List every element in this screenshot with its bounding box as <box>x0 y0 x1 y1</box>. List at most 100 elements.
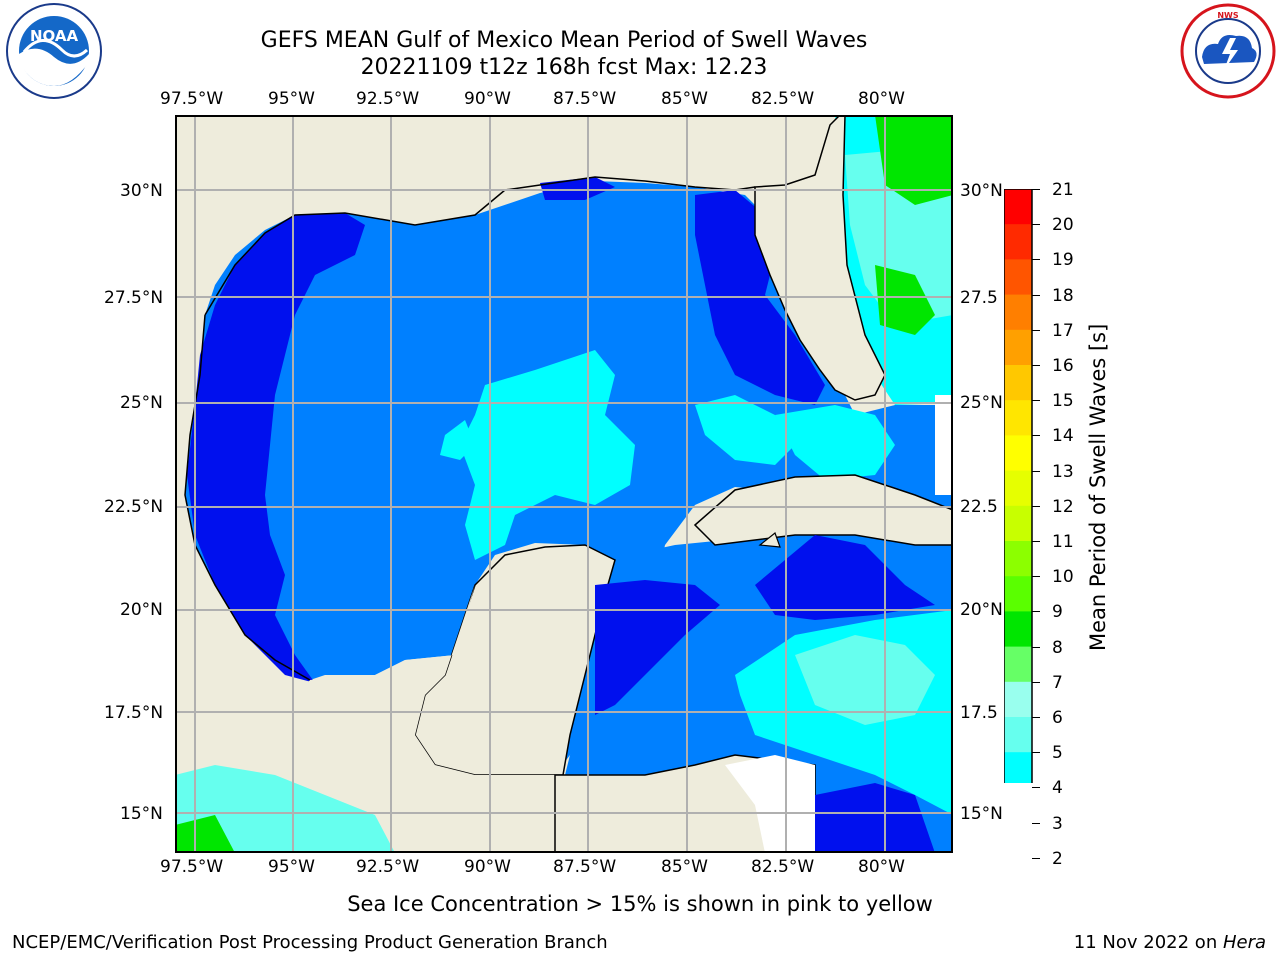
colorbar-tick-label: 15 <box>1052 391 1074 412</box>
colorbar <box>1003 188 1034 888</box>
lon-label-bottom: 87.5°W <box>553 857 617 877</box>
colorbar-tick-mark <box>1032 717 1040 718</box>
colorbar-tick-label: 21 <box>1052 180 1074 200</box>
colorbar-tick-mark <box>1032 646 1040 648</box>
colorbar-swatch <box>1004 329 1032 366</box>
colorbar-tick-mark <box>1032 822 1040 824</box>
colorbar-tick-label: 3 <box>1052 813 1063 834</box>
colorbar-tick-label: 16 <box>1052 356 1074 376</box>
colorbar-ticks: 21 20 19 18 17 16 15 14 13 12 11 10 9 8 7 6 5 4 3 2 <box>1032 180 1100 869</box>
colorbar-tick-mark <box>1032 611 1040 613</box>
colorbar-tick-label: 14 <box>1052 426 1074 447</box>
svg-text:NWS: NWS <box>1217 11 1239 20</box>
colorbar-swatch <box>1004 400 1032 436</box>
colorbar-tick-label: 7 <box>1052 672 1063 693</box>
lon-label-bottom: 82.5°W <box>751 857 815 877</box>
lat-label-left: 27.5°N <box>104 288 164 308</box>
colorbar-tick-label: 20 <box>1052 215 1074 236</box>
lat-label-right: 22.5 <box>960 497 998 517</box>
chart-subtitle: 20221109 t12z 168h fcst Max: 12.23 <box>360 55 768 80</box>
lon-label-top: 85°W <box>661 89 708 109</box>
colorbar-swatch <box>1004 541 1032 577</box>
colorbar-tick-label: 4 <box>1052 778 1063 799</box>
lon-label-top: 82.5°W <box>751 89 815 109</box>
lat-label-right: 30°N <box>960 181 1003 201</box>
lon-label-top: 87.5°W <box>553 89 617 109</box>
colorbar-swatch <box>1004 752 1032 788</box>
lon-label-top: 90°W <box>464 89 511 109</box>
footer-left: NCEP/EMC/Verification Post Processing Pr… <box>12 932 608 953</box>
colorbar-tick-label: 6 <box>1052 708 1063 728</box>
colorbar-tick-mark <box>1032 752 1040 754</box>
lat-label-right: 15°N <box>960 804 1003 824</box>
footer-host: Hera <box>1222 932 1266 953</box>
colorbar-tick-label: 18 <box>1052 285 1074 306</box>
lat-label-right: 17.5 <box>960 703 998 723</box>
colorbar-label: Mean Period of Swell Waves [s] <box>1086 323 1110 651</box>
lat-label-left: 20°N <box>120 600 163 620</box>
map-panel <box>175 115 953 853</box>
colorbar-tick-mark <box>1032 470 1040 472</box>
graticule <box>175 115 953 853</box>
lat-label-right: 27.5 <box>960 288 998 308</box>
colorbar-tick-label: 9 <box>1052 602 1063 623</box>
cuba <box>693 474 953 546</box>
colorbar-swatch <box>1004 294 1032 331</box>
colorbar-tick-mark <box>1032 576 1040 578</box>
colorbar-tick-label: 5 <box>1052 743 1063 764</box>
colorbar-swatch <box>1004 717 1032 753</box>
colorbar-tick-label: 10 <box>1052 567 1074 588</box>
lon-label-bottom: 95°W <box>268 857 315 877</box>
lat-label-left: 15°N <box>120 804 163 824</box>
colorbar-swatches <box>1003 188 1033 888</box>
deep-blue-west <box>187 213 365 683</box>
lon-label-bottom: 85°W <box>661 857 708 877</box>
colorbar-tick-label: 13 <box>1052 461 1074 482</box>
footer-right: 11 Nov 2022 on Hera <box>1074 932 1266 954</box>
lon-label-top: 97.5°W <box>160 89 224 109</box>
colorbar-swatch <box>1004 365 1032 401</box>
lat-label-left: 22.5°N <box>104 497 164 517</box>
colorbar-tick-label: 11 <box>1052 532 1074 552</box>
lon-label-top: 80°W <box>858 89 905 109</box>
colorbar-swatch <box>1004 224 1032 260</box>
colorbar-swatch <box>1004 470 1032 507</box>
noaa-logo: NOAA <box>2 2 106 100</box>
deep-blue-caribbean <box>595 580 720 715</box>
colorbar-swatch <box>1004 681 1032 718</box>
colorbar-swatch <box>1004 646 1032 683</box>
colorbar-swatch <box>1004 505 1032 542</box>
colorbar-swatch <box>1004 611 1032 648</box>
lat-label-left: 30°N <box>120 181 163 201</box>
colorbar-tick-mark <box>1032 224 1040 226</box>
chart-title: GEFS MEAN Gulf of Mexico Mean Period of … <box>260 28 868 53</box>
colorbar-tick-mark <box>1032 400 1040 402</box>
nws-logo: NWS <box>1178 2 1278 100</box>
colorbar-swatch <box>1004 189 1032 225</box>
noaa-logo-text: NOAA <box>30 27 79 45</box>
colorbar-tick-label: 2 <box>1052 848 1063 869</box>
colorbar-tick-label: 12 <box>1052 496 1074 517</box>
colorbar-tick-mark <box>1032 294 1040 296</box>
colorbar-tick-mark <box>1032 787 1040 789</box>
lon-label-bottom: 90°W <box>464 857 511 877</box>
colorbar-tick-mark <box>1032 365 1040 366</box>
lat-label-left: 25°N <box>120 393 163 413</box>
colorbar-tick-mark <box>1032 329 1040 331</box>
colorbar-tick-mark <box>1032 541 1040 542</box>
lon-label-top: 95°W <box>268 89 315 109</box>
lat-label-right: 20°N <box>960 600 1003 620</box>
pacific-ocean <box>175 765 395 853</box>
lon-label-bottom: 80°W <box>858 857 905 877</box>
colorbar-tick-mark <box>1032 857 1040 859</box>
colorbar-swatch <box>1004 435 1032 472</box>
colorbar-tick-mark <box>1032 505 1040 507</box>
colorbar-tick-mark <box>1032 189 1040 190</box>
map-canvas <box>175 115 953 853</box>
colorbar-tick-mark <box>1032 259 1040 261</box>
lat-label-left: 17.5°N <box>104 703 164 723</box>
footer-date: 11 Nov 2022 on <box>1073 932 1223 953</box>
colorbar-tick-mark <box>1032 681 1040 683</box>
lon-label-top: 92.5°W <box>356 89 420 109</box>
colorbar-tick-label: 19 <box>1052 250 1074 271</box>
